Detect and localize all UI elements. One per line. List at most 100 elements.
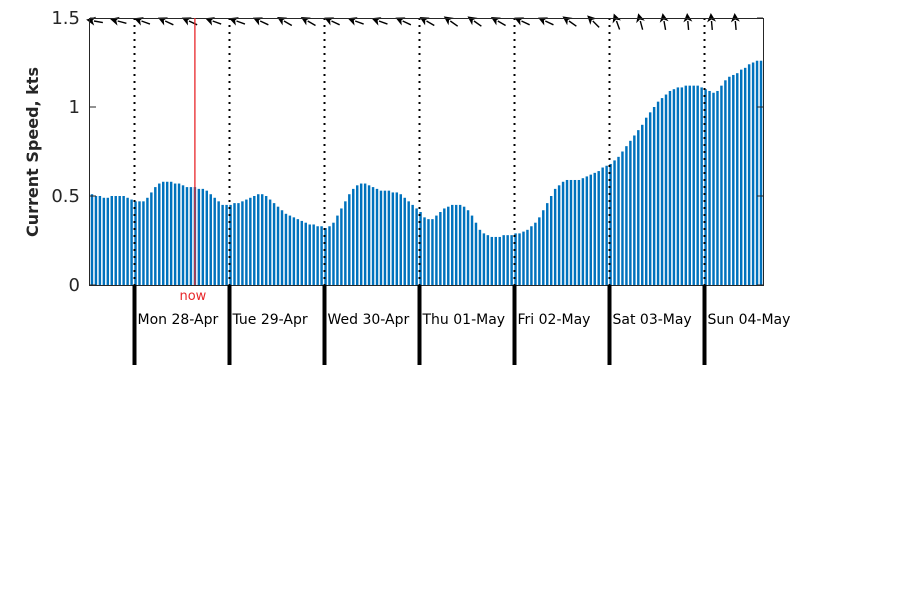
speed-bar: [241, 201, 244, 285]
direction-arrow: [562, 16, 577, 27]
speed-bar: [625, 146, 628, 285]
speed-bar: [110, 196, 113, 285]
speed-bar: [407, 201, 410, 285]
speed-bar: [114, 196, 117, 285]
day-label: Sat 03-May: [613, 312, 692, 328]
speed-bar: [324, 228, 327, 285]
speed-bar: [656, 101, 660, 285]
speed-bar: [344, 201, 347, 285]
direction-arrow: [467, 16, 482, 27]
speed-bar: [138, 201, 141, 285]
speed-bar: [316, 226, 319, 285]
speed-bar: [494, 236, 497, 285]
speed-bar: [181, 185, 185, 285]
speed-bar: [498, 236, 501, 285]
speed-bar: [126, 197, 129, 285]
speed-bar: [447, 206, 450, 285]
speed-bar: [257, 194, 260, 285]
speed-bar: [165, 181, 169, 285]
speed-bar: [716, 90, 719, 285]
direction-arrow: [730, 13, 740, 31]
speed-bar: [454, 204, 458, 285]
speed-bar: [253, 196, 256, 285]
speed-bar: [284, 213, 288, 285]
speed-bar: [439, 212, 442, 285]
speed-bar: [367, 185, 371, 285]
speed-bar: [411, 204, 414, 285]
speed-bar: [759, 60, 763, 285]
speed-bar: [415, 208, 418, 285]
day-label: Thu 01-May: [422, 312, 506, 328]
day-label: Fri 02-May: [518, 312, 591, 328]
speed-bar: [443, 208, 446, 285]
speed-bar: [553, 188, 557, 285]
direction-arrow: [514, 17, 530, 26]
speed-bar: [728, 76, 731, 286]
speed-bar: [94, 196, 98, 285]
direction-arrow: [300, 17, 316, 27]
speed-bar: [177, 183, 181, 285]
speed-bar: [732, 74, 735, 286]
speed-bar: [538, 217, 541, 285]
y-tick-label: 1: [69, 97, 80, 118]
speed-bar: [142, 201, 145, 285]
speed-bar: [708, 90, 711, 285]
y-tick-label: 0: [69, 275, 80, 296]
day-separators: Mon 28-Apr Tue 29-Apr Wed 30-Apr Thu 01-May…: [132, 285, 790, 365]
speed-bar: [348, 194, 351, 285]
speed-bar: [134, 201, 137, 285]
speed-bar: [352, 188, 355, 285]
speed-bar: [272, 203, 276, 285]
speed-bar: [522, 231, 525, 285]
y-axis-ticks: 0 0.5 1 1.5: [51, 8, 763, 296]
speed-bar: [209, 194, 212, 285]
speed-bar: [431, 219, 434, 285]
plot-frame: [89, 18, 764, 286]
speed-bar: [102, 197, 106, 285]
speed-bar: [260, 194, 264, 285]
day-label: Wed 30-Apr: [328, 312, 410, 328]
speed-bar: [340, 208, 343, 285]
direction-arrow: [395, 17, 412, 26]
speed-bar: [280, 210, 284, 285]
speed-bar: [359, 183, 363, 285]
speed-bar: [205, 190, 209, 285]
direction-arrows: [86, 13, 740, 31]
speed-bar: [150, 192, 153, 285]
speed-bar: [98, 196, 102, 285]
speed-bar: [676, 87, 680, 285]
speed-bar: [154, 187, 157, 285]
speed-bar: [526, 229, 529, 285]
speed-bar: [577, 179, 581, 285]
direction-arrow: [205, 17, 222, 26]
speed-bar: [506, 235, 509, 285]
bar-series: [90, 60, 763, 286]
speed-bar: [391, 192, 395, 285]
y-tick-label: 0.5: [51, 186, 80, 207]
speed-bar: [462, 206, 466, 285]
speed-bar: [712, 92, 715, 285]
speed-bar: [621, 151, 624, 285]
direction-arrow: [324, 17, 340, 26]
day-label: Mon 28-Apr: [138, 312, 219, 328]
speed-bar: [736, 73, 739, 286]
direction-arrow: [636, 13, 645, 30]
speed-bar: [751, 62, 755, 285]
speed-bar: [700, 87, 703, 285]
speed-bar: [403, 197, 406, 285]
speed-bar: [288, 215, 292, 285]
speed-bar: [740, 69, 743, 286]
speed-bar: [296, 219, 300, 285]
speed-bar: [268, 199, 272, 285]
speed-bar: [221, 204, 224, 285]
speed-bar: [332, 222, 335, 285]
speed-bar: [229, 204, 232, 285]
speed-bar: [118, 196, 121, 285]
speed-bar: [383, 190, 387, 285]
speed-bar: [557, 185, 561, 285]
speed-bar: [379, 190, 383, 285]
speed-bar: [90, 194, 94, 285]
direction-arrow: [612, 13, 622, 30]
speed-bar: [375, 188, 379, 285]
